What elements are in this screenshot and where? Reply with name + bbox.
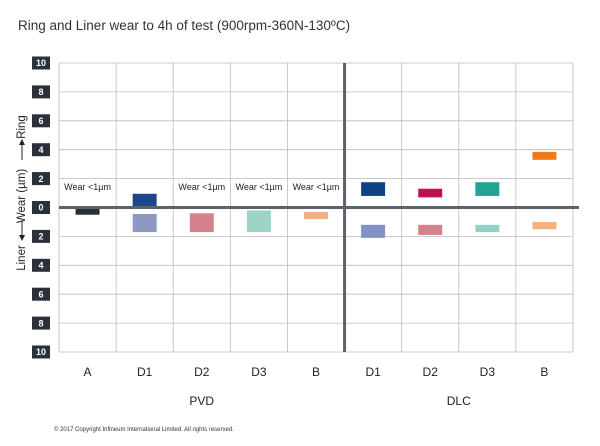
liner-bar	[246, 210, 271, 233]
y-tick-box	[32, 258, 50, 272]
group-label: DLC	[447, 394, 471, 408]
y-axis-label-wear: Wear (µm)	[16, 169, 28, 223]
y-tick-label: 2	[38, 174, 43, 184]
x-category-label: A	[84, 365, 92, 379]
chart-title: Ring and Liner wear to 4h of test (900rp…	[18, 18, 351, 33]
group-label: PVD	[189, 394, 214, 408]
liner-bar	[75, 207, 100, 215]
y-tick-label: 6	[38, 116, 43, 126]
liner-bar	[532, 221, 557, 230]
arrow-up-icon	[19, 139, 25, 160]
y-tick-label: 8	[38, 87, 43, 97]
x-category-label: D3	[251, 365, 267, 379]
y-tick-box	[32, 143, 50, 157]
y-tick-label: 2	[38, 232, 43, 242]
copyright-footer: © 2017 Copyright Infineum International …	[54, 427, 234, 433]
wear-annotation: Wear <1µm	[64, 182, 111, 192]
y-tick-label: 6	[38, 289, 43, 299]
ring-bar	[418, 188, 443, 198]
y-tick-label: 0	[38, 203, 43, 213]
arrow-down-icon	[19, 221, 25, 241]
y-axis-label-liner: Liner	[16, 245, 28, 271]
ring-bar	[475, 182, 500, 196]
x-category-label: B	[540, 365, 548, 379]
y-tick-box	[32, 56, 50, 70]
y-tick-label: 8	[38, 318, 43, 328]
liner-bar	[361, 224, 386, 238]
wear-annotation: Wear <1µm	[235, 182, 282, 192]
y-tick-box	[32, 316, 50, 330]
wear-annotation: Wear <1µm	[178, 182, 225, 192]
x-category-label: D2	[194, 365, 210, 379]
x-category-label: D1	[137, 365, 153, 379]
liner-bar	[304, 211, 328, 220]
y-tick-label: 4	[38, 261, 43, 271]
y-tick-box	[32, 172, 50, 186]
y-tick-box	[32, 229, 50, 243]
liner-bar	[418, 224, 443, 235]
x-category-label: B	[312, 365, 320, 379]
y-tick-box	[32, 287, 50, 301]
y-tick-box	[32, 201, 50, 214]
x-category-label: D2	[423, 365, 439, 379]
ring-bar	[132, 193, 157, 207]
liner-bar	[189, 213, 214, 233]
y-tick-label: 10	[36, 58, 46, 68]
liner-bar	[475, 224, 500, 233]
liner-bar	[132, 214, 157, 233]
y-tick-label: 10	[36, 347, 46, 357]
ring-bar	[361, 182, 386, 196]
wear-annotation: Wear <1µm	[293, 182, 340, 192]
y-tick-box	[32, 114, 50, 128]
y-tick-label: 4	[38, 145, 43, 155]
y-tick-box	[32, 85, 50, 99]
ring-bar	[532, 151, 557, 160]
y-tick-box	[32, 345, 50, 359]
x-category-label: D3	[480, 365, 496, 379]
x-category-label: D1	[365, 365, 381, 379]
y-axis-label-ring: Ring	[16, 115, 28, 139]
